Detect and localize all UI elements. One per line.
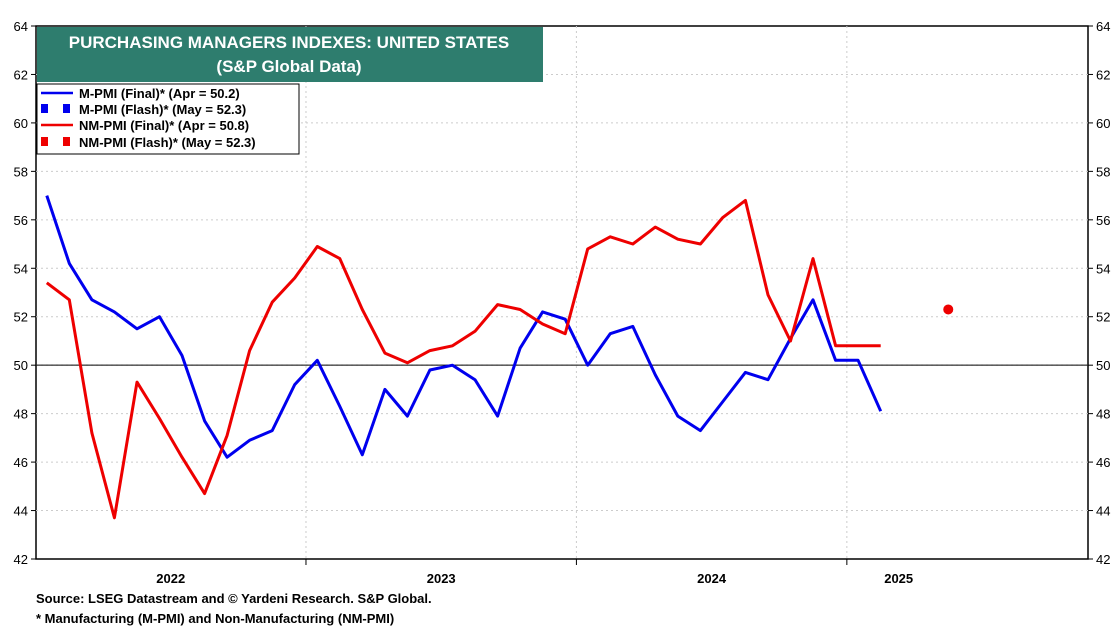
- data-point-nmpmi_flash: [943, 304, 954, 315]
- title-box: PURCHASING MANAGERS INDEXES: UNITED STAT…: [37, 27, 543, 82]
- plot-frame: [35, 25, 1089, 560]
- y-tick-label-right: 50: [1096, 358, 1110, 373]
- y-tick-label-left: 56: [14, 213, 28, 228]
- y-tick-label-left: 52: [14, 310, 28, 325]
- series-line-nmpmi: [45, 198, 881, 520]
- y-tick-label-right: 52: [1096, 310, 1110, 325]
- chart: 42 44 46 48 50 52 54 56 58 60 62 64 42 44 46 48 50 52 54 5…: [14, 19, 1111, 586]
- x-year-label: 2023: [427, 571, 456, 586]
- y-tick-label-left: 42: [14, 552, 28, 567]
- chart-subtitle: (S&P Global Data): [216, 57, 361, 76]
- series-layer: [45, 195, 954, 520]
- legend-mpmi-flash: M-PMI (Flash)* (May = 52.3): [79, 102, 246, 117]
- y-tick-label-right: 44: [1096, 504, 1110, 519]
- y-tick-label-right: 42: [1096, 552, 1110, 567]
- y-tick-label-left: 50: [14, 358, 28, 373]
- y-tick-label-left: 48: [14, 407, 28, 422]
- legend: M-PMI (Final)* (Apr = 50.2) M-PMI (Flash…: [36, 83, 300, 155]
- y-axis-left: 42 44 46 48 50 52 54 56 58 60 62 64: [14, 19, 36, 567]
- source-note: Source: LSEG Datastream and © Yardeni Re…: [36, 591, 432, 606]
- legend-nmpmi-flash-swatch-1: [41, 137, 48, 146]
- legend-mpmi-final: M-PMI (Final)* (Apr = 50.2): [79, 86, 240, 101]
- y-tick-label-right: 48: [1096, 407, 1110, 422]
- legend-mpmi-flash-swatch-1: [41, 104, 48, 113]
- x-year-label: 2022: [156, 571, 185, 586]
- y-tick-label-left: 46: [14, 455, 28, 470]
- y-tick-label-left: 58: [14, 164, 28, 179]
- y-axis-right: 42 44 46 48 50 52 54 56 58 60 62 64: [1088, 19, 1110, 567]
- x-axis: 2022 2023 2024 2025: [156, 559, 913, 586]
- y-tick-label-right: 46: [1096, 455, 1110, 470]
- chart-title: PURCHASING MANAGERS INDEXES: UNITED STAT…: [69, 33, 509, 52]
- y-tick-label-right: 62: [1096, 67, 1110, 82]
- y-tick-label-left: 64: [14, 19, 28, 34]
- y-tick-label-left: 60: [14, 116, 28, 131]
- legend-nmpmi-final: NM-PMI (Final)* (Apr = 50.8): [79, 118, 249, 133]
- footnote: * Manufacturing (M-PMI) and Non-Manufact…: [36, 611, 395, 626]
- y-tick-label-right: 64: [1096, 19, 1110, 34]
- y-tick-label-left: 54: [14, 261, 28, 276]
- y-tick-label-right: 54: [1096, 261, 1110, 276]
- y-tick-label-left: 44: [14, 504, 28, 519]
- y-tick-label-left: 62: [14, 67, 28, 82]
- y-tick-label-right: 60: [1096, 116, 1110, 131]
- legend-mpmi-flash-swatch-2: [63, 104, 70, 113]
- y-tick-label-right: 58: [1096, 164, 1110, 179]
- legend-nmpmi-flash-swatch-2: [63, 137, 70, 146]
- x-year-label: 2024: [697, 571, 727, 586]
- series-line-mpmi: [45, 195, 883, 459]
- title-background: [37, 27, 543, 82]
- legend-nmpmi-flash: NM-PMI (Flash)* (May = 52.3): [79, 135, 256, 150]
- y-tick-label-right: 56: [1096, 213, 1110, 228]
- x-year-label: 2025: [884, 571, 913, 586]
- legend-box: [36, 83, 300, 155]
